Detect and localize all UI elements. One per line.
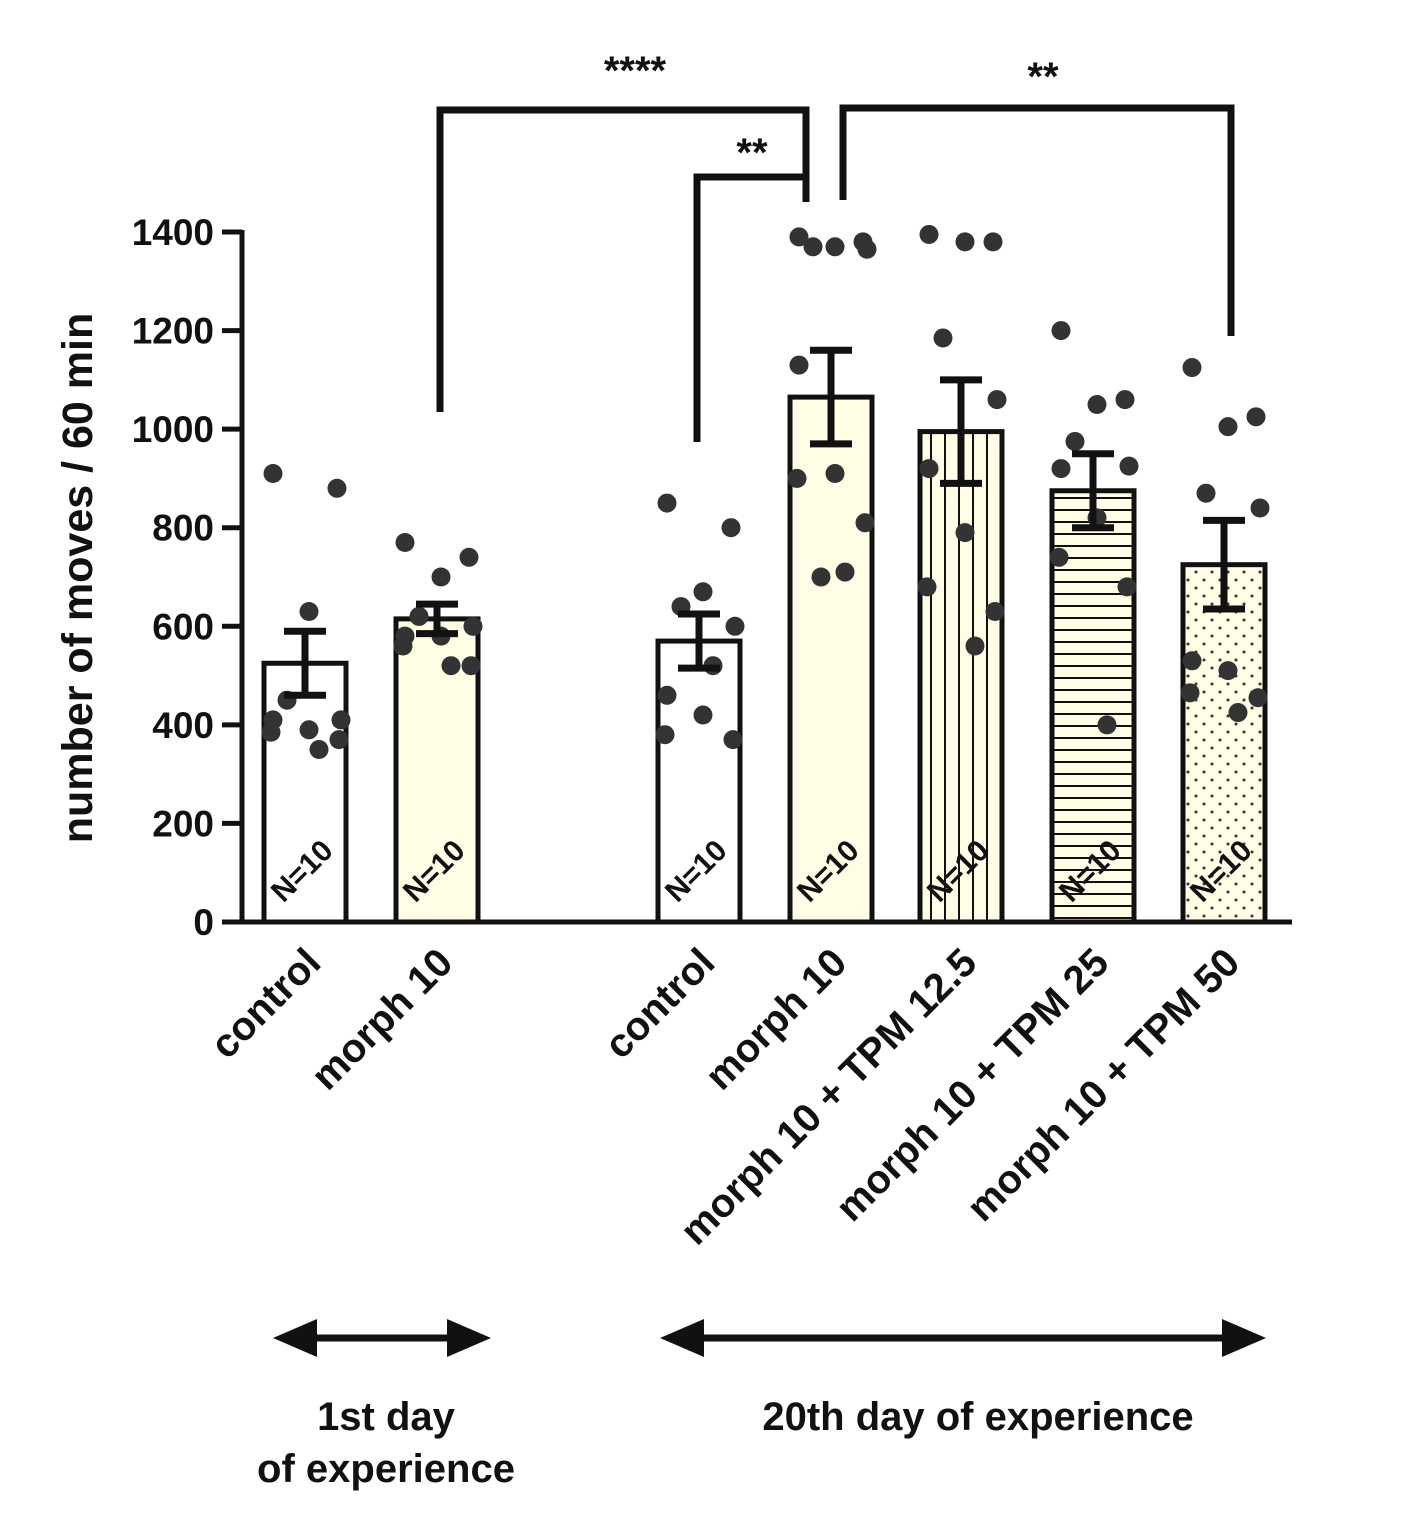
data-point <box>261 722 281 742</box>
data-point <box>459 547 479 567</box>
period-arrow-head-left <box>273 1319 317 1357</box>
data-point <box>965 636 985 656</box>
period-label: of experience <box>257 1447 515 1491</box>
data-point <box>409 606 429 626</box>
y-tick-label: 800 <box>152 508 214 549</box>
y-tick-label: 200 <box>152 803 214 844</box>
data-point <box>825 464 845 483</box>
data-point <box>693 705 713 725</box>
y-tick-label: 1400 <box>132 212 214 253</box>
sig-bracket <box>693 173 806 442</box>
category-label: control <box>202 940 329 1067</box>
data-point <box>1051 459 1071 479</box>
data-point <box>789 355 809 375</box>
data-point <box>463 616 483 636</box>
data-point <box>835 562 855 582</box>
y-axis-title: number of moves / 60 min <box>54 313 102 843</box>
data-point <box>331 710 351 730</box>
data-point <box>299 602 319 621</box>
sig-label: ** <box>1027 55 1059 99</box>
data-point <box>933 328 953 348</box>
y-tick-label: 0 <box>193 902 214 943</box>
data-point <box>1196 483 1216 503</box>
data-point <box>431 567 451 587</box>
data-point <box>1246 407 1266 427</box>
y-tick-label: 400 <box>152 705 214 746</box>
period-label: 20th day of experience <box>762 1395 1193 1439</box>
data-point <box>1087 395 1107 414</box>
data-point <box>811 567 831 587</box>
data-point <box>657 493 677 513</box>
data-point <box>441 656 461 676</box>
data-point <box>787 468 807 488</box>
period-arrow-head-right <box>1222 1319 1266 1357</box>
data-point <box>1218 661 1238 681</box>
data-point <box>1218 417 1238 437</box>
data-point <box>1049 547 1069 567</box>
y-tick-label: 1000 <box>132 409 214 450</box>
category-label: control <box>596 940 723 1067</box>
data-point <box>917 577 937 597</box>
bar <box>1180 562 1268 925</box>
data-point <box>983 232 1003 252</box>
y-tick-label: 600 <box>152 606 214 647</box>
data-point <box>789 227 809 247</box>
data-point <box>309 740 329 759</box>
data-point <box>1182 358 1202 378</box>
bar <box>917 429 1005 925</box>
data-point <box>395 533 415 552</box>
data-point <box>919 459 939 479</box>
data-point <box>721 518 741 538</box>
data-point <box>1182 651 1202 671</box>
data-point <box>299 720 319 740</box>
data-point <box>825 237 845 257</box>
data-point <box>723 730 743 750</box>
data-point <box>985 602 1005 621</box>
data-point <box>803 237 823 257</box>
sig-bracket <box>436 106 810 412</box>
data-point <box>1180 683 1200 703</box>
y-tick-label: 1200 <box>132 311 214 352</box>
data-point <box>1097 715 1117 735</box>
data-point <box>393 636 413 656</box>
sig-label: ** <box>736 131 768 175</box>
data-point <box>1119 456 1139 476</box>
data-point <box>987 390 1007 410</box>
data-point <box>955 232 975 252</box>
data-point <box>263 464 283 483</box>
data-point <box>1117 577 1137 597</box>
data-point <box>1250 498 1270 518</box>
data-point <box>327 478 347 498</box>
data-point <box>919 224 939 244</box>
category-label: morph 10 <box>303 940 461 1098</box>
data-point <box>1115 390 1135 410</box>
period-label: 1st day <box>317 1395 456 1439</box>
data-point <box>693 582 713 602</box>
data-point <box>657 685 677 705</box>
data-point <box>857 239 877 259</box>
data-point <box>955 523 975 543</box>
sig-bracket <box>839 104 1235 336</box>
data-point <box>1051 321 1071 341</box>
data-point <box>655 725 675 745</box>
data-point <box>725 616 745 636</box>
data-point <box>1228 703 1248 723</box>
data-point <box>1248 688 1268 708</box>
data-point <box>1065 431 1085 451</box>
data-point <box>329 730 349 750</box>
sig-label: **** <box>604 49 667 93</box>
data-point <box>461 656 481 676</box>
period-arrow-head-right <box>447 1319 491 1357</box>
period-arrow-head-left <box>660 1319 704 1357</box>
data-point <box>855 513 875 533</box>
